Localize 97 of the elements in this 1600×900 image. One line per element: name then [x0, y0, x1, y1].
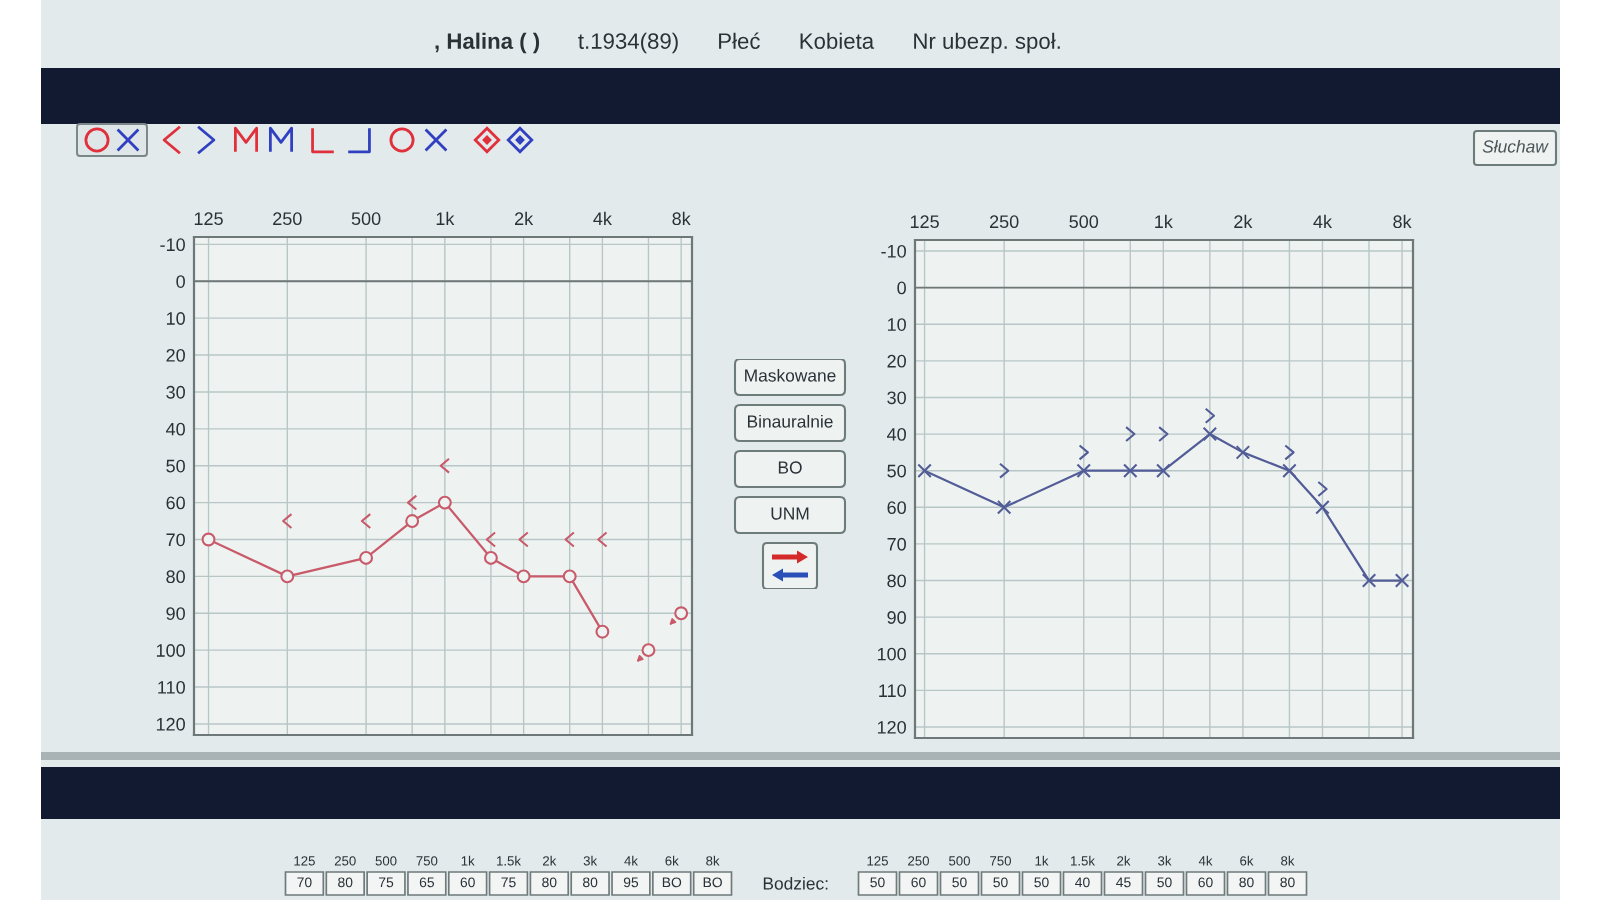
y-tick-label: 20 — [887, 354, 906, 368]
category-label: 6k — [1240, 855, 1254, 866]
text: 95 — [623, 877, 639, 888]
x-tick-label: 125 — [194, 212, 223, 226]
category-label: 4k — [624, 855, 638, 866]
text: Słuchaw — [1482, 139, 1549, 153]
category-label: 8k — [1281, 855, 1295, 866]
text: Płeć — [719, 32, 760, 49]
text: , Halina ( ) — [435, 32, 540, 54]
category-label: 125 — [294, 856, 315, 866]
text: 80 — [1239, 877, 1254, 888]
text: 50 — [993, 877, 1008, 888]
y-tick-label: 90 — [887, 611, 906, 624]
text: Bodziec: — [763, 876, 828, 890]
category-label: 500 — [949, 856, 970, 866]
y-tick-label: 100 — [156, 644, 185, 657]
text: UNM — [771, 507, 809, 520]
category-label: 750 — [990, 856, 1011, 866]
text: 60 — [911, 877, 926, 888]
y-tick-label: 80 — [166, 570, 185, 584]
category-label: 250 — [334, 856, 356, 866]
text: 40 — [1075, 877, 1090, 888]
text: 80 — [338, 877, 353, 888]
y-tick-label: 80 — [887, 574, 906, 588]
y-tick-label: 90 — [166, 607, 185, 620]
category-label: 3k — [1158, 855, 1172, 866]
text: 50 — [1157, 877, 1172, 888]
x-tick-label: 2k — [515, 211, 534, 225]
text: BO — [778, 461, 802, 474]
y-tick-label: -10 — [160, 238, 185, 252]
text: 65 — [419, 877, 435, 888]
text: 80 — [583, 877, 598, 888]
y-tick-label: 110 — [879, 684, 906, 698]
text: Binauralnie — [747, 414, 833, 428]
x-tick-label: 1k — [436, 211, 455, 225]
text: 60 — [1198, 877, 1213, 888]
y-tick-label: 20 — [166, 348, 185, 362]
category-label: 8k — [706, 855, 720, 866]
x-tick-label: 250 — [273, 212, 302, 226]
x-tick-label: 250 — [990, 215, 1019, 229]
y-tick-label: 0 — [176, 275, 185, 288]
text: 50 — [870, 877, 885, 888]
y-tick-label: 100 — [877, 647, 906, 661]
category-label: 2k — [543, 855, 557, 866]
text: 75 — [379, 877, 394, 888]
category-label: 250 — [908, 856, 929, 866]
x-tick-label: 1k — [1155, 214, 1173, 228]
x-tick-label: 2k — [1234, 214, 1253, 228]
y-tick-label: 40 — [887, 428, 906, 441]
y-tick-label: 30 — [887, 391, 906, 405]
category-label: 2k — [1117, 855, 1131, 866]
text: 45 — [1116, 877, 1131, 888]
y-tick-label: 70 — [887, 537, 906, 551]
y-tick-label: -10 — [881, 244, 906, 258]
x-tick-label: 8k — [1393, 214, 1412, 229]
y-tick-label: 0 — [897, 281, 906, 295]
y-tick-label: 120 — [156, 717, 185, 731]
x-tick-label: 125 — [910, 215, 939, 229]
y-tick-label: 110 — [158, 680, 185, 694]
text: 70 — [297, 877, 312, 888]
category-label: 4k — [1198, 855, 1213, 866]
category-label: 3k — [583, 855, 598, 866]
category-label: 1.5k — [1071, 855, 1095, 866]
y-tick-label: 10 — [887, 318, 906, 331]
category-label: 500 — [375, 856, 397, 866]
y-tick-label: 50 — [887, 464, 906, 478]
text: Kobieta — [800, 32, 875, 49]
y-tick-label: 30 — [166, 385, 185, 399]
y-tick-label: 120 — [877, 720, 906, 734]
text: 80 — [542, 877, 557, 888]
text: Maskowane — [745, 368, 836, 382]
x-tick-label: 4k — [1313, 214, 1333, 228]
x-tick-label: 500 — [351, 212, 381, 226]
y-tick-label: 40 — [166, 422, 185, 436]
category-label: 6k — [665, 855, 679, 866]
text: 60 — [460, 877, 475, 888]
category-label: 1k — [461, 855, 475, 866]
text: 75 — [501, 877, 516, 888]
y-tick-label: 50 — [166, 459, 185, 473]
text: Nr ubezp. społ. — [914, 32, 1060, 54]
category-label: 1.5k — [497, 855, 521, 866]
text: 80 — [1280, 877, 1295, 888]
category-label: 125 — [867, 856, 888, 866]
x-tick-label: 4k — [593, 211, 612, 225]
text: t.1934(89) — [578, 32, 678, 54]
text: BO — [703, 877, 722, 888]
text: 50 — [952, 877, 967, 888]
y-tick-label: 10 — [166, 312, 185, 325]
y-tick-label: 70 — [166, 533, 185, 547]
category-label: 750 — [416, 856, 438, 866]
category-label: 1k — [1035, 855, 1049, 866]
x-tick-label: 500 — [1069, 215, 1099, 229]
text: BO — [662, 877, 682, 888]
x-tick-label: 8k — [672, 211, 691, 226]
text: 50 — [1034, 877, 1049, 888]
y-tick-label: 60 — [887, 501, 906, 515]
y-tick-label: 60 — [166, 496, 185, 510]
